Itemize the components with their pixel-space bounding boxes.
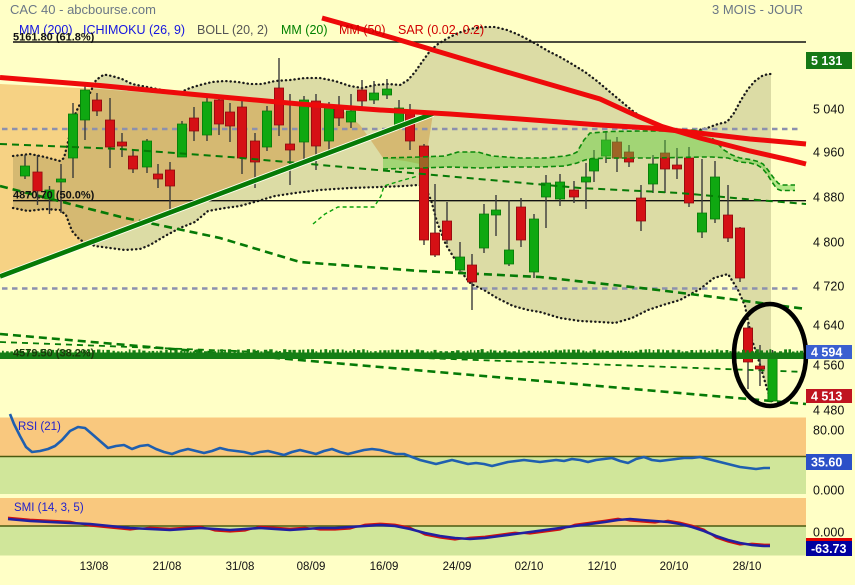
svg-text:16/09: 16/09 <box>370 561 399 573</box>
svg-text:0.000: 0.000 <box>813 526 844 540</box>
svg-text:MM (200): MM (200) <box>19 23 72 37</box>
svg-text:MM (50): MM (50) <box>339 23 386 37</box>
svg-text:02/10: 02/10 <box>515 561 544 573</box>
svg-text:31/08: 31/08 <box>226 561 255 573</box>
svg-text:24/09: 24/09 <box>443 561 472 573</box>
svg-text:4579.50 (38.2%): 4579.50 (38.2%) <box>13 348 95 360</box>
svg-text:35.60: 35.60 <box>811 456 842 470</box>
svg-text:MM (20): MM (20) <box>281 23 328 37</box>
svg-text:4 594: 4 594 <box>811 346 842 360</box>
svg-text:-63.73: -63.73 <box>811 542 846 556</box>
svg-text:4 880: 4 880 <box>813 191 844 205</box>
svg-text:SMI (14, 3, 5): SMI (14, 3, 5) <box>14 502 84 514</box>
svg-text:21/08: 21/08 <box>153 561 182 573</box>
svg-text:5 131: 5 131 <box>811 54 842 68</box>
svg-text:4870.70 (50.0%): 4870.70 (50.0%) <box>13 190 95 202</box>
svg-text:08/09: 08/09 <box>297 561 326 573</box>
svg-text:5 040: 5 040 <box>813 103 844 117</box>
svg-text:ICHIMOKU (26, 9): ICHIMOKU (26, 9) <box>83 23 185 37</box>
svg-text:5161.80 (61.8%): 5161.80 (61.8%) <box>13 32 95 44</box>
svg-text:3 MOIS - JOUR: 3 MOIS - JOUR <box>712 2 803 17</box>
svg-text:80.00: 80.00 <box>813 424 844 438</box>
svg-text:4 960: 4 960 <box>813 146 844 160</box>
svg-text:4 480: 4 480 <box>813 404 844 418</box>
svg-text:0.000: 0.000 <box>813 484 844 498</box>
svg-text:4 640: 4 640 <box>813 319 844 333</box>
svg-text:4 513: 4 513 <box>811 390 842 404</box>
svg-text:CAC 40 - abcbourse.com: CAC 40 - abcbourse.com <box>10 2 156 17</box>
svg-text:RSI (21): RSI (21) <box>18 421 61 433</box>
svg-text:4 720: 4 720 <box>813 280 844 294</box>
svg-text:28/10: 28/10 <box>733 561 762 573</box>
svg-text:13/08: 13/08 <box>80 561 109 573</box>
svg-text:4 560: 4 560 <box>813 359 844 373</box>
svg-text:20/10: 20/10 <box>660 561 689 573</box>
svg-text:12/10: 12/10 <box>588 561 617 573</box>
svg-text:SAR (0.02, 0.2): SAR (0.02, 0.2) <box>398 23 484 37</box>
svg-text:BOLL (20, 2): BOLL (20, 2) <box>197 23 268 37</box>
svg-text:4 800: 4 800 <box>813 236 844 250</box>
